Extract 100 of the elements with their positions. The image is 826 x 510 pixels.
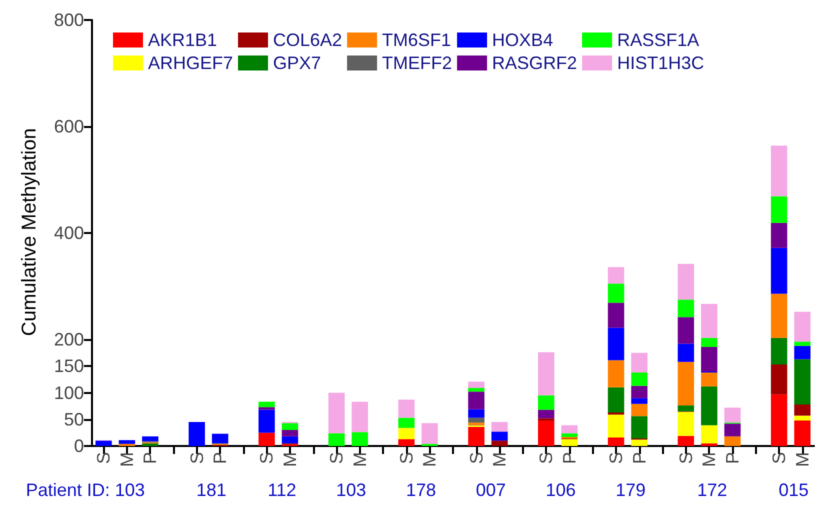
x-tick-label: S — [676, 452, 696, 464]
bar — [352, 402, 368, 432]
legend-label: RASGRF2 — [492, 53, 578, 73]
bar — [328, 392, 345, 434]
bar — [794, 416, 811, 420]
x-tick-label: S — [769, 452, 790, 464]
bar — [468, 382, 484, 388]
bar — [724, 424, 741, 436]
x-tick-label: M — [490, 452, 510, 467]
text: 112 — [268, 480, 296, 500]
x-tick-label: P — [559, 452, 580, 464]
bar — [701, 425, 718, 444]
x-tick-label: S — [256, 452, 277, 464]
bar — [398, 400, 415, 418]
bar — [794, 404, 811, 416]
legend-label: HIST1H3C — [617, 53, 704, 73]
bar — [631, 352, 648, 373]
bar — [258, 407, 275, 410]
x-tick-label: S — [396, 452, 416, 464]
bar — [608, 437, 624, 446]
bar — [258, 410, 275, 433]
bar — [701, 386, 718, 426]
bar — [282, 436, 298, 444]
bar — [770, 338, 788, 365]
x-tick-label: M — [280, 452, 300, 467]
text: 015 — [778, 480, 809, 500]
bar — [724, 408, 741, 423]
x-tick-label: M — [792, 452, 812, 467]
x-tick-label: P — [629, 452, 650, 464]
y-tick-label: 600 — [54, 116, 84, 136]
bar — [538, 420, 554, 446]
bar — [142, 443, 158, 446]
legend-label: COL6A2 — [273, 30, 342, 50]
y-tick-label: 800 — [54, 10, 84, 30]
bar — [678, 436, 694, 446]
bar — [561, 425, 578, 434]
bar — [282, 423, 298, 430]
bar — [468, 418, 484, 423]
text: 179 — [616, 480, 646, 500]
bar — [398, 439, 415, 446]
y-tick-label: 400 — [54, 223, 84, 243]
bar — [770, 248, 788, 294]
bar — [701, 372, 718, 386]
bar — [608, 328, 624, 360]
x-tick-label: P — [210, 452, 230, 464]
y-axis-title: Cumulative Methylation — [18, 128, 42, 336]
legend-label: ARHGEF7 — [148, 53, 234, 73]
y-tick-label: 0 — [74, 436, 84, 456]
bar — [561, 433, 578, 437]
bar — [701, 304, 718, 338]
bar — [631, 416, 648, 439]
bar — [608, 360, 624, 388]
x-tick-label: M — [116, 452, 137, 467]
bar — [258, 432, 275, 446]
bar — [770, 394, 788, 446]
bar — [608, 302, 624, 328]
y-tick-label: 200 — [54, 330, 84, 350]
bar — [468, 392, 484, 410]
legend-label: TMEFF2 — [382, 53, 452, 73]
bar — [770, 294, 788, 338]
x-tick-label: S — [326, 452, 347, 464]
bar — [491, 432, 508, 441]
bar — [794, 342, 811, 346]
legend-label: RASSF1A — [617, 30, 700, 50]
text: 007 — [476, 480, 506, 500]
bar — [491, 422, 508, 432]
bar — [794, 312, 811, 342]
bar — [631, 386, 648, 398]
bar — [538, 352, 554, 396]
x-tick-label: M — [699, 452, 720, 467]
bar — [282, 430, 298, 436]
bar — [701, 443, 718, 446]
bar — [794, 420, 811, 446]
bar — [678, 362, 694, 406]
bar — [608, 267, 624, 284]
x-tick-label: S — [186, 452, 207, 464]
bar — [95, 440, 112, 446]
text: 103 — [336, 480, 366, 500]
bar — [468, 388, 484, 392]
x-tick-label: P — [722, 452, 742, 464]
bar — [631, 372, 648, 386]
text: 178 — [406, 480, 436, 500]
bar — [212, 434, 228, 444]
bar — [142, 436, 158, 442]
y-tick-label: 150 — [54, 356, 84, 376]
x-tick-label: S — [536, 452, 556, 464]
bar — [188, 422, 205, 446]
bar — [794, 346, 811, 360]
x-tick-label: M — [420, 452, 440, 467]
bar — [770, 146, 788, 196]
bar — [398, 418, 415, 428]
legend-label: AKR1B1 — [148, 30, 218, 50]
bar — [422, 423, 438, 444]
bar — [770, 222, 788, 248]
text: Patient ID: 103 — [26, 480, 145, 500]
bar — [724, 436, 741, 446]
legend-label: TM6SF1 — [382, 30, 452, 50]
bar — [631, 440, 648, 446]
bar — [678, 317, 694, 344]
bar — [678, 412, 694, 436]
